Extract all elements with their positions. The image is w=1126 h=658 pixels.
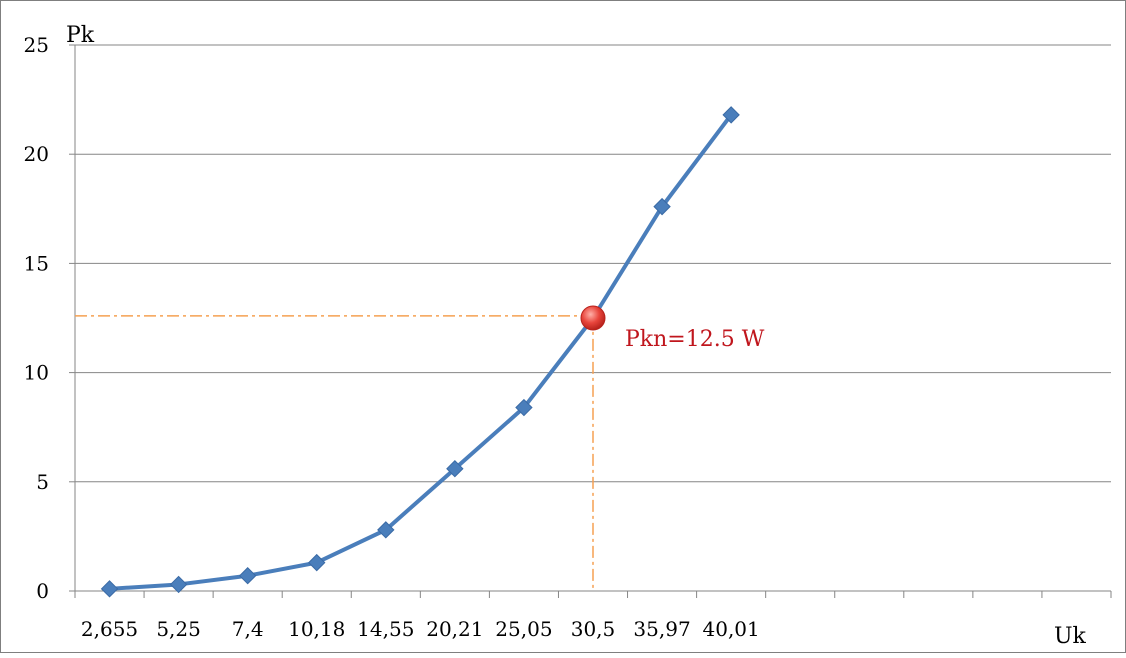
y-tick-label: 25 — [24, 33, 49, 57]
x-tick-label: 14,55 — [357, 617, 414, 641]
data-point-marker — [446, 459, 464, 478]
x-tick-label: 20,21 — [426, 617, 483, 641]
x-tick-label: 40,01 — [703, 617, 760, 641]
y-axis-title: Pk — [66, 23, 95, 48]
y-tick-label: 20 — [24, 142, 49, 166]
data-point-marker — [653, 197, 671, 216]
reference-guides — [75, 315, 594, 591]
y-tick-label: 15 — [24, 251, 49, 275]
y-tick-label: 10 — [24, 361, 49, 385]
y-tick-label: 5 — [36, 470, 49, 494]
data-point-marker — [308, 553, 326, 572]
axes — [69, 44, 1112, 598]
annotated-point-marker — [580, 305, 606, 331]
x-tick-label: 5,25 — [156, 617, 201, 641]
data-point-marker — [722, 106, 740, 124]
data-series — [100, 106, 740, 598]
data-point-marker — [169, 575, 188, 594]
x-tick-label: 35,97 — [633, 617, 690, 641]
data-point-marker — [515, 398, 533, 417]
x-tick-label: 30,5 — [571, 617, 616, 641]
data-point-marker — [238, 567, 257, 585]
series-line — [107, 112, 734, 591]
x-tick-label: 25,05 — [495, 617, 552, 641]
grid-lines — [75, 44, 1111, 483]
x-axis-title: Uk — [1054, 624, 1087, 649]
annotation-label: Pkn=12.5 W — [625, 327, 765, 352]
labels: 0 5 10 15 20 25 2,655 5,25 7,4 10,18 14,55 20,21 25,… — [24, 33, 765, 641]
x-tick-label: 2,655 — [81, 617, 138, 641]
y-tick-label: 0 — [36, 579, 49, 603]
data-point-marker — [100, 580, 119, 598]
data-point-marker — [377, 521, 395, 539]
x-tick-label: 7,4 — [232, 617, 264, 641]
x-tick-label: 10,18 — [288, 617, 345, 641]
